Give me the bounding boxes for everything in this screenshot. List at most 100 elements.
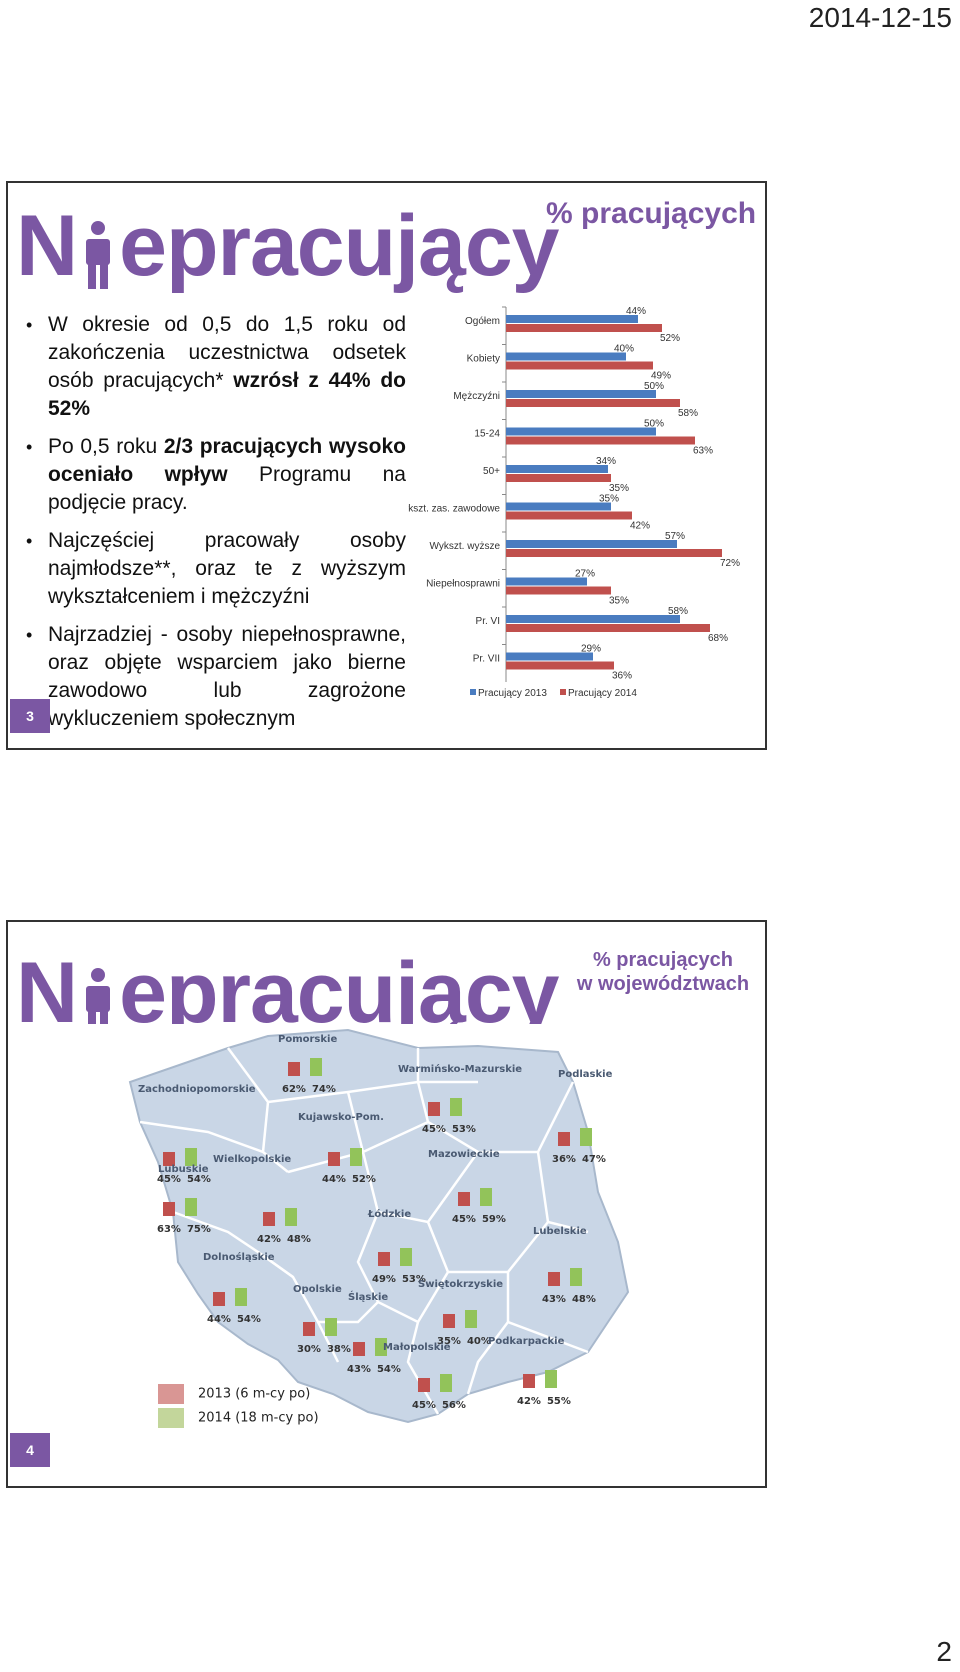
person-icon xyxy=(86,221,111,289)
value-2014: 47% xyxy=(582,1154,606,1165)
data-label: 50% xyxy=(644,381,664,392)
region-values: 35% 40% xyxy=(437,1336,491,1347)
value-2013: 36% xyxy=(552,1154,576,1165)
value-2014: 54% xyxy=(237,1314,261,1325)
category-label: Pr. VI xyxy=(476,616,500,627)
value-2014: 56% xyxy=(442,1400,466,1411)
marker-2014 xyxy=(480,1188,492,1206)
region-values: 63% 75% xyxy=(157,1224,211,1235)
value-2013: 44% xyxy=(322,1174,346,1185)
legend-item-2014: 2014 (18 m-cy po) xyxy=(158,1408,319,1428)
value-2014: 53% xyxy=(402,1274,426,1285)
title-letter-n: N xyxy=(16,198,78,294)
value-2013: 42% xyxy=(517,1396,541,1407)
marker-2013 xyxy=(328,1152,340,1166)
region-values: 44% 52% xyxy=(322,1174,376,1185)
region-name: Małopolskie xyxy=(383,1342,451,1353)
marker-2014 xyxy=(310,1058,322,1076)
bar-2014 xyxy=(506,511,632,520)
marker-2013 xyxy=(418,1378,430,1392)
region-name: Świętokrzyskie xyxy=(418,1277,503,1290)
data-label: 42% xyxy=(630,521,650,532)
bar-2013 xyxy=(506,577,587,586)
bullet-text: Po 0,5 roku xyxy=(48,435,164,458)
value-2014: 59% xyxy=(482,1214,506,1225)
region-values: 36% 47% xyxy=(552,1154,606,1165)
value-2014: 40% xyxy=(467,1336,491,1347)
legend-label-2013: 2013 (6 m-cy po) xyxy=(198,1386,311,1402)
marker-2014 xyxy=(450,1098,462,1116)
legend-swatch-2013 xyxy=(158,1384,184,1404)
data-label: 58% xyxy=(668,606,688,617)
person-icon xyxy=(86,968,111,1024)
bar-2013 xyxy=(506,390,656,398)
slide-4: N epracujący % pracujących w województwa… xyxy=(6,920,767,1488)
bar-2013 xyxy=(506,315,638,323)
marker-2014 xyxy=(400,1248,412,1266)
marker-2013 xyxy=(523,1374,535,1388)
poland-map: Pomorskie 62% 74% Warmińsko-Mazurskie 45% 53%… xyxy=(128,1028,630,1424)
marker-2013 xyxy=(558,1132,570,1146)
data-label: 57% xyxy=(665,531,685,542)
legend-swatch xyxy=(470,689,476,695)
marker-2014 xyxy=(375,1338,387,1356)
value-2013: 43% xyxy=(347,1364,371,1375)
value-2014: 75% xyxy=(187,1224,211,1235)
value-2013: 44% xyxy=(207,1314,231,1325)
slide-title: N epracujący xyxy=(16,198,560,294)
region-name: Lubuskie xyxy=(158,1164,209,1175)
category-label: Niepełnosprawni xyxy=(426,578,500,589)
value-2014: 74% xyxy=(312,1084,336,1095)
region-values: 43% 54% xyxy=(347,1364,401,1375)
region-values: 30% 38% xyxy=(297,1344,351,1355)
marker-2013 xyxy=(428,1102,440,1116)
category-label: Kobiety xyxy=(467,353,500,364)
region-values: 49% 53% xyxy=(372,1274,426,1285)
bar-2014 xyxy=(506,586,611,595)
document-date: 2014-12-15 xyxy=(808,2,952,33)
region-name: Dolnośląskie xyxy=(203,1251,275,1263)
value-2014: 53% xyxy=(452,1124,476,1135)
value-2013: 45% xyxy=(157,1174,181,1185)
bullet-list: W okresie od 0,5 do 1,5 roku od zakończe… xyxy=(26,311,406,743)
legend-swatch-2014 xyxy=(158,1408,184,1428)
marker-2013 xyxy=(353,1342,365,1356)
category-label: Wykszt. wyższe xyxy=(430,541,501,552)
value-2014: 38% xyxy=(327,1344,351,1355)
region-name: Zachodniopomorskie xyxy=(138,1084,256,1095)
bar-2014 xyxy=(506,436,695,445)
data-label: 40% xyxy=(614,344,634,355)
bar-2014 xyxy=(506,661,614,670)
bar-2014 xyxy=(506,324,662,332)
marker-2014 xyxy=(580,1128,592,1146)
bar-2013 xyxy=(506,352,626,361)
title-rest: epracujący xyxy=(119,945,559,1024)
slide-title-clip: N epracujący xyxy=(16,936,559,1024)
bar-2014 xyxy=(506,624,710,632)
marker-2013 xyxy=(458,1192,470,1206)
marker-2014 xyxy=(465,1310,477,1328)
slide-title: N epracujący xyxy=(16,950,559,1024)
region-values: 43% 48% xyxy=(542,1294,596,1305)
region-name: Wielkopolskie xyxy=(213,1154,291,1165)
data-label: 52% xyxy=(660,333,680,344)
region-name: Pomorskie xyxy=(278,1034,337,1045)
data-label: 49% xyxy=(651,371,671,382)
bullet-text-bold: wzrósł z 44% do 52% xyxy=(48,369,406,420)
marker-2013 xyxy=(378,1252,390,1266)
marker-2013 xyxy=(263,1212,275,1226)
legend-label-2014: 2014 (18 m-cy po) xyxy=(198,1410,319,1426)
bar-2013 xyxy=(506,540,677,548)
region-values: 45% 54% xyxy=(157,1174,211,1185)
region-values: 62% 74% xyxy=(282,1084,336,1095)
legend-label: Pracujący 2014 xyxy=(568,688,637,699)
bullet-text: W okresie od 0,5 do 1,5 roku od zakończe… xyxy=(48,313,406,392)
region-name: Lubelskie xyxy=(533,1226,587,1237)
slide-3: N epracujący % pracujących W okresie od … xyxy=(6,181,767,750)
value-2013: 30% xyxy=(297,1344,321,1355)
bar-2014 xyxy=(506,361,653,370)
category-label: Wykszt. zas. zawodowe xyxy=(408,503,500,514)
marker-2014 xyxy=(325,1318,337,1336)
country-shape xyxy=(128,1028,630,1424)
map-legend: 2013 (6 m-cy po) 2014 (18 m-cy po) xyxy=(158,1384,319,1428)
